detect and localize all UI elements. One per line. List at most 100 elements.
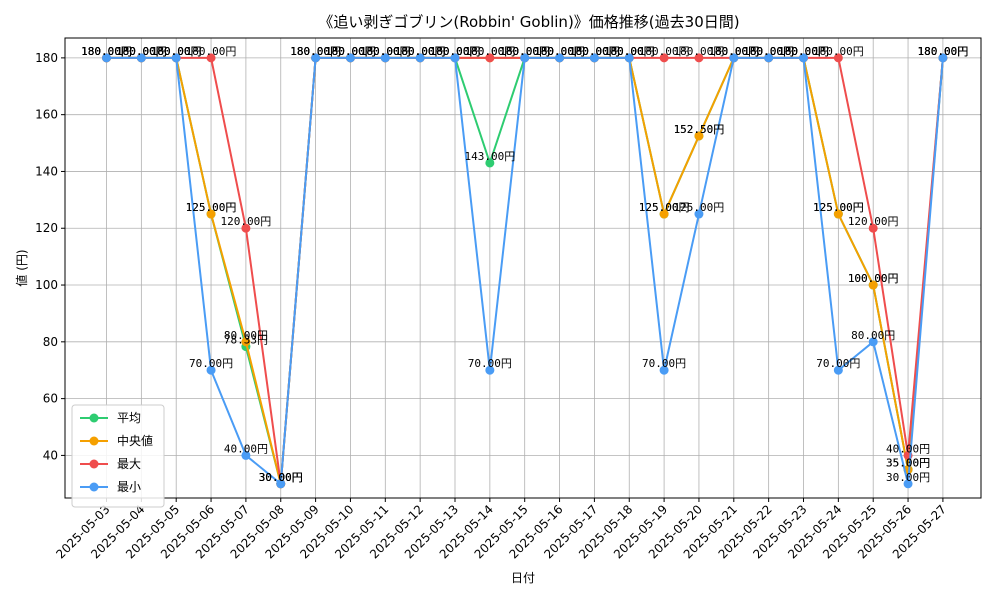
data-label: 70.00円 [189,357,233,370]
data-label: 180.00円 [918,45,969,58]
data-point [276,479,286,489]
data-point [659,209,669,219]
data-label: 180.00円 [325,45,376,58]
data-label: 35.00円 [886,457,930,470]
data-label: 125.00円 [186,201,237,214]
y-tick-label: 40 [43,448,58,462]
data-point [520,53,530,63]
data-label: 180.00円 [81,45,132,58]
data-label: 143.00円 [464,150,515,163]
data-label: 180.00円 [151,45,202,58]
data-label: 180.00円 [116,45,167,58]
data-label: 180.00円 [360,45,411,58]
data-label: 125.00円 [674,201,725,214]
data-label: 180.00円 [430,45,481,58]
data-label: 180.00円 [569,45,620,58]
data-label: 125.00円 [639,201,690,214]
data-label: 180.00円 [81,45,132,58]
data-label: 100.00円 [848,272,899,285]
data-label: 152.50円 [674,123,725,136]
data-label: 180.00円 [360,45,411,58]
data-label: 180.00円 [534,45,585,58]
data-label: 70.00円 [468,357,512,370]
data-label: 180.00円 [116,45,167,58]
legend-marker [89,436,99,446]
data-point [415,53,425,63]
data-label: 152.50円 [674,123,725,136]
data-label: 180.00円 [395,45,446,58]
data-point [206,365,216,375]
data-label: 180.00円 [534,45,585,58]
data-label: 180.00円 [604,45,655,58]
data-label: 125.00円 [639,201,690,214]
data-label: 180.00円 [918,45,969,58]
data-label: 180.00円 [708,45,759,58]
data-point [729,53,739,63]
data-point [868,337,878,347]
y-tick-label: 180 [35,51,58,65]
data-label: 180.00円 [81,45,132,58]
legend-label: 最小 [117,480,141,494]
legend-label: 中央値 [117,433,153,448]
data-label: 180.00円 [569,45,620,58]
data-label: 180.00円 [499,45,550,58]
data-label: 180.00円 [674,45,725,58]
data-point [450,53,460,63]
plot-frame [64,37,982,499]
data-label: 125.00円 [813,201,864,214]
data-point [102,53,111,63]
data-label: 180.00円 [534,45,585,58]
data-label: 70.00円 [642,357,686,370]
data-label: 180.00円 [708,45,759,58]
y-axis-label: 値 (円) [14,249,29,286]
data-label: 180.00円 [116,45,167,58]
data-label: 180.00円 [464,45,515,58]
data-label: 180.00円 [918,45,969,58]
data-label: 180.00円 [151,45,202,58]
data-point [694,131,704,141]
data-label: 180.00円 [430,45,481,58]
data-point [136,53,146,63]
chart-title: 《追い剥ぎゴブリン(Robbin' Goblin)》価格推移(過去30日間) [318,13,739,31]
data-label: 180.00円 [778,45,829,58]
legend-marker [89,459,99,469]
data-point [938,53,948,63]
data-label: 180.00円 [743,45,794,58]
legend-marker [89,482,99,492]
x-axis-label: 日付 [511,571,535,585]
data-label: 180.00円 [778,45,829,58]
data-point [311,53,321,63]
legend-marker [89,413,99,423]
data-label: 180.00円 [395,45,446,58]
data-label: 180.00円 [360,45,411,58]
data-label: 180.00円 [430,45,481,58]
data-label: 78.33円 [224,334,268,347]
y-tick-label: 100 [35,278,58,292]
data-label: 180.00円 [395,45,446,58]
y-tick-label: 80 [43,335,58,349]
data-label: 180.00円 [290,45,341,58]
data-label: 180.00円 [81,45,132,58]
legend-label: 平均 [117,411,141,425]
data-point [485,365,495,375]
data-label: 30.00円 [259,471,303,484]
data-label: 80.00円 [224,329,268,342]
data-point [345,53,355,63]
data-point [764,53,774,63]
data-label: 180.00円 [708,45,759,58]
data-label: 100.00円 [848,272,899,285]
data-point [589,53,599,63]
data-label: 180.00円 [708,45,759,58]
data-label: 30.00円 [259,471,303,484]
data-label: 30.00円 [259,471,303,484]
data-point [171,53,181,63]
data-label: 180.00円 [569,45,620,58]
data-label: 180.00円 [290,45,341,58]
data-label: 180.00円 [116,45,167,58]
data-label: 70.00円 [816,357,860,370]
data-label: 180.00円 [395,45,446,58]
data-point [206,53,216,63]
data-label: 125.00円 [186,201,237,214]
data-label: 180.00円 [743,45,794,58]
data-label: 180.00円 [743,45,794,58]
